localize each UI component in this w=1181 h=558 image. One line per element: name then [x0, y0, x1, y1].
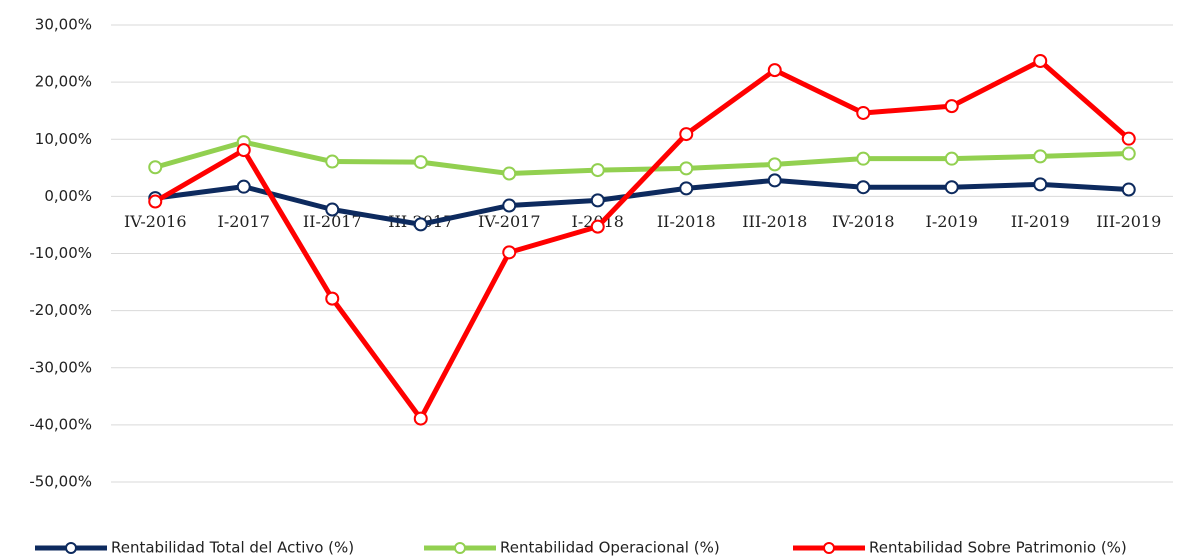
- y-tick-label: -10,00%: [29, 244, 92, 262]
- point: [590, 219, 605, 234]
- y-tick-label: 30,00%: [35, 16, 92, 34]
- point: [856, 180, 871, 195]
- point: [590, 163, 605, 178]
- point: [1033, 53, 1048, 68]
- x-tick-label: II-2017: [303, 212, 362, 231]
- point: [502, 198, 517, 213]
- point: [944, 151, 959, 166]
- point: [944, 99, 959, 114]
- legend-marker: [454, 542, 466, 554]
- point: [856, 105, 871, 120]
- point: [767, 157, 782, 172]
- point: [944, 180, 959, 195]
- point: [413, 155, 428, 170]
- point: [679, 161, 694, 176]
- point: [679, 127, 694, 142]
- point: [413, 411, 428, 426]
- point: [1121, 131, 1136, 146]
- point: [148, 194, 163, 209]
- x-tick-label: IV-2017: [478, 212, 541, 231]
- point: [325, 291, 340, 306]
- x-tick-label: III-2018: [742, 212, 807, 231]
- y-tick-label: 10,00%: [35, 130, 92, 148]
- point: [148, 160, 163, 175]
- point: [1121, 146, 1136, 161]
- x-tick-label: II-2019: [1011, 212, 1070, 231]
- point: [502, 245, 517, 260]
- legend-marker: [823, 542, 835, 554]
- series-line: [153, 58, 1131, 422]
- y-tick-label: 20,00%: [35, 73, 92, 91]
- series-line: [154, 177, 1129, 227]
- point: [502, 166, 517, 181]
- x-tick-label: I-2019: [926, 212, 978, 231]
- point: [1033, 177, 1048, 192]
- y-tick-label: -30,00%: [29, 358, 92, 376]
- point: [236, 143, 251, 158]
- y-tick-label: -50,00%: [29, 473, 92, 491]
- legend-label: Rentabilidad Total del Activo (%): [111, 539, 354, 557]
- y-tick-label: 0,00%: [44, 187, 92, 205]
- point: [767, 63, 782, 78]
- legend-label: Rentabilidad Sobre Patrimonio (%): [869, 539, 1127, 557]
- point: [767, 173, 782, 188]
- point: [590, 193, 605, 208]
- legend-marker: [65, 542, 77, 554]
- x-tick-label: I-2017: [218, 212, 270, 231]
- point: [413, 217, 428, 232]
- point: [325, 154, 340, 169]
- x-tick-label: IV-2016: [124, 212, 187, 231]
- series-line: [154, 139, 1129, 177]
- point: [236, 179, 251, 194]
- point: [1121, 182, 1136, 197]
- point: [679, 181, 694, 196]
- point: [325, 202, 340, 217]
- legend-label: Rentabilidad Operacional (%): [500, 539, 720, 557]
- y-tick-label: -40,00%: [29, 415, 92, 433]
- x-tick-label: II-2018: [657, 212, 716, 231]
- x-tick-label: IV-2018: [832, 212, 895, 231]
- point: [1033, 149, 1048, 164]
- x-tick-label: III-2019: [1096, 212, 1161, 231]
- y-tick-label: -20,00%: [29, 301, 92, 319]
- point: [856, 151, 871, 166]
